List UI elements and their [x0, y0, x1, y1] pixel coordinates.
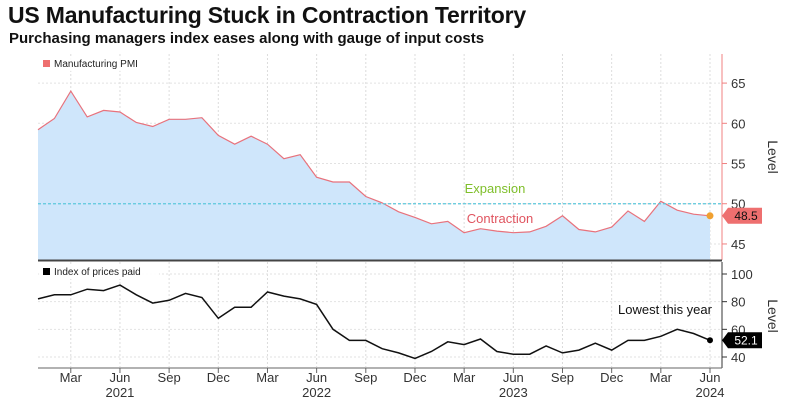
prices-last-point — [707, 337, 713, 344]
x-month-label: Dec — [207, 370, 231, 385]
pmi-legend-label: Manufacturing PMI — [54, 59, 138, 70]
pmi-tick-label: 45 — [731, 237, 745, 252]
x-month-label: Jun — [700, 370, 721, 385]
prices-line — [37, 284, 711, 360]
lowest-this-year-annotation: Lowest this year — [618, 302, 713, 317]
prices-tick-label: 40 — [731, 350, 745, 365]
x-year-label: 2024 — [696, 385, 725, 400]
pmi-legend-swatch — [43, 60, 50, 67]
x-year-label: 2021 — [105, 385, 134, 400]
x-month-label: Mar — [60, 370, 83, 385]
x-axis-labels: Mar Jun Sep Dec Mar Jun Sep Dec Mar Jun Sep Dec Mar J… — [60, 368, 725, 400]
prices-last-value-badge — [722, 332, 762, 349]
x-month-label: Jun — [503, 370, 524, 385]
x-month-label: Mar — [256, 370, 279, 385]
prices-y-label: Level — [765, 299, 781, 332]
pmi-last-value: 48.5 — [734, 209, 758, 223]
x-month-label: Mar — [453, 370, 476, 385]
pmi-tick-label: 60 — [731, 116, 745, 131]
pmi-last-point — [706, 212, 714, 220]
prices-legend-swatch — [43, 268, 50, 275]
pmi-line — [37, 89, 711, 234]
x-month-label: Sep — [354, 370, 377, 385]
prices-tick-label: 80 — [731, 295, 745, 310]
prices-tick-label: 100 — [731, 267, 753, 282]
pmi-last-value-badge — [722, 207, 762, 224]
chart-subtitle: Purchasing managers index eases along wi… — [9, 30, 485, 47]
pmi-tick-label: 65 — [731, 76, 745, 91]
prices-legend-box — [39, 264, 159, 279]
prices-legend-label: Index of prices paid — [54, 267, 141, 278]
x-month-label: Jun — [109, 370, 130, 385]
pmi-y-label: Level — [765, 140, 781, 173]
pmi-tick-label: 55 — [731, 157, 745, 172]
x-year-label: 2022 — [302, 385, 331, 400]
contraction-label: Contraction — [467, 211, 533, 226]
expansion-label: Expansion — [465, 181, 526, 196]
chart-title: US Manufacturing Stuck in Contraction Te… — [8, 2, 526, 28]
x-month-label: Sep — [551, 370, 574, 385]
x-month-label: Jun — [306, 370, 327, 385]
x-month-label: Dec — [403, 370, 427, 385]
x-month-label: Sep — [158, 370, 181, 385]
x-month-label: Dec — [600, 370, 624, 385]
pmi-area — [38, 91, 710, 260]
pmi-legend-box — [39, 56, 159, 71]
prices-last-value: 52.1 — [734, 333, 758, 347]
x-year-label: 2023 — [499, 385, 528, 400]
x-month-label: Mar — [650, 370, 673, 385]
prices-gridlines — [38, 262, 722, 367]
